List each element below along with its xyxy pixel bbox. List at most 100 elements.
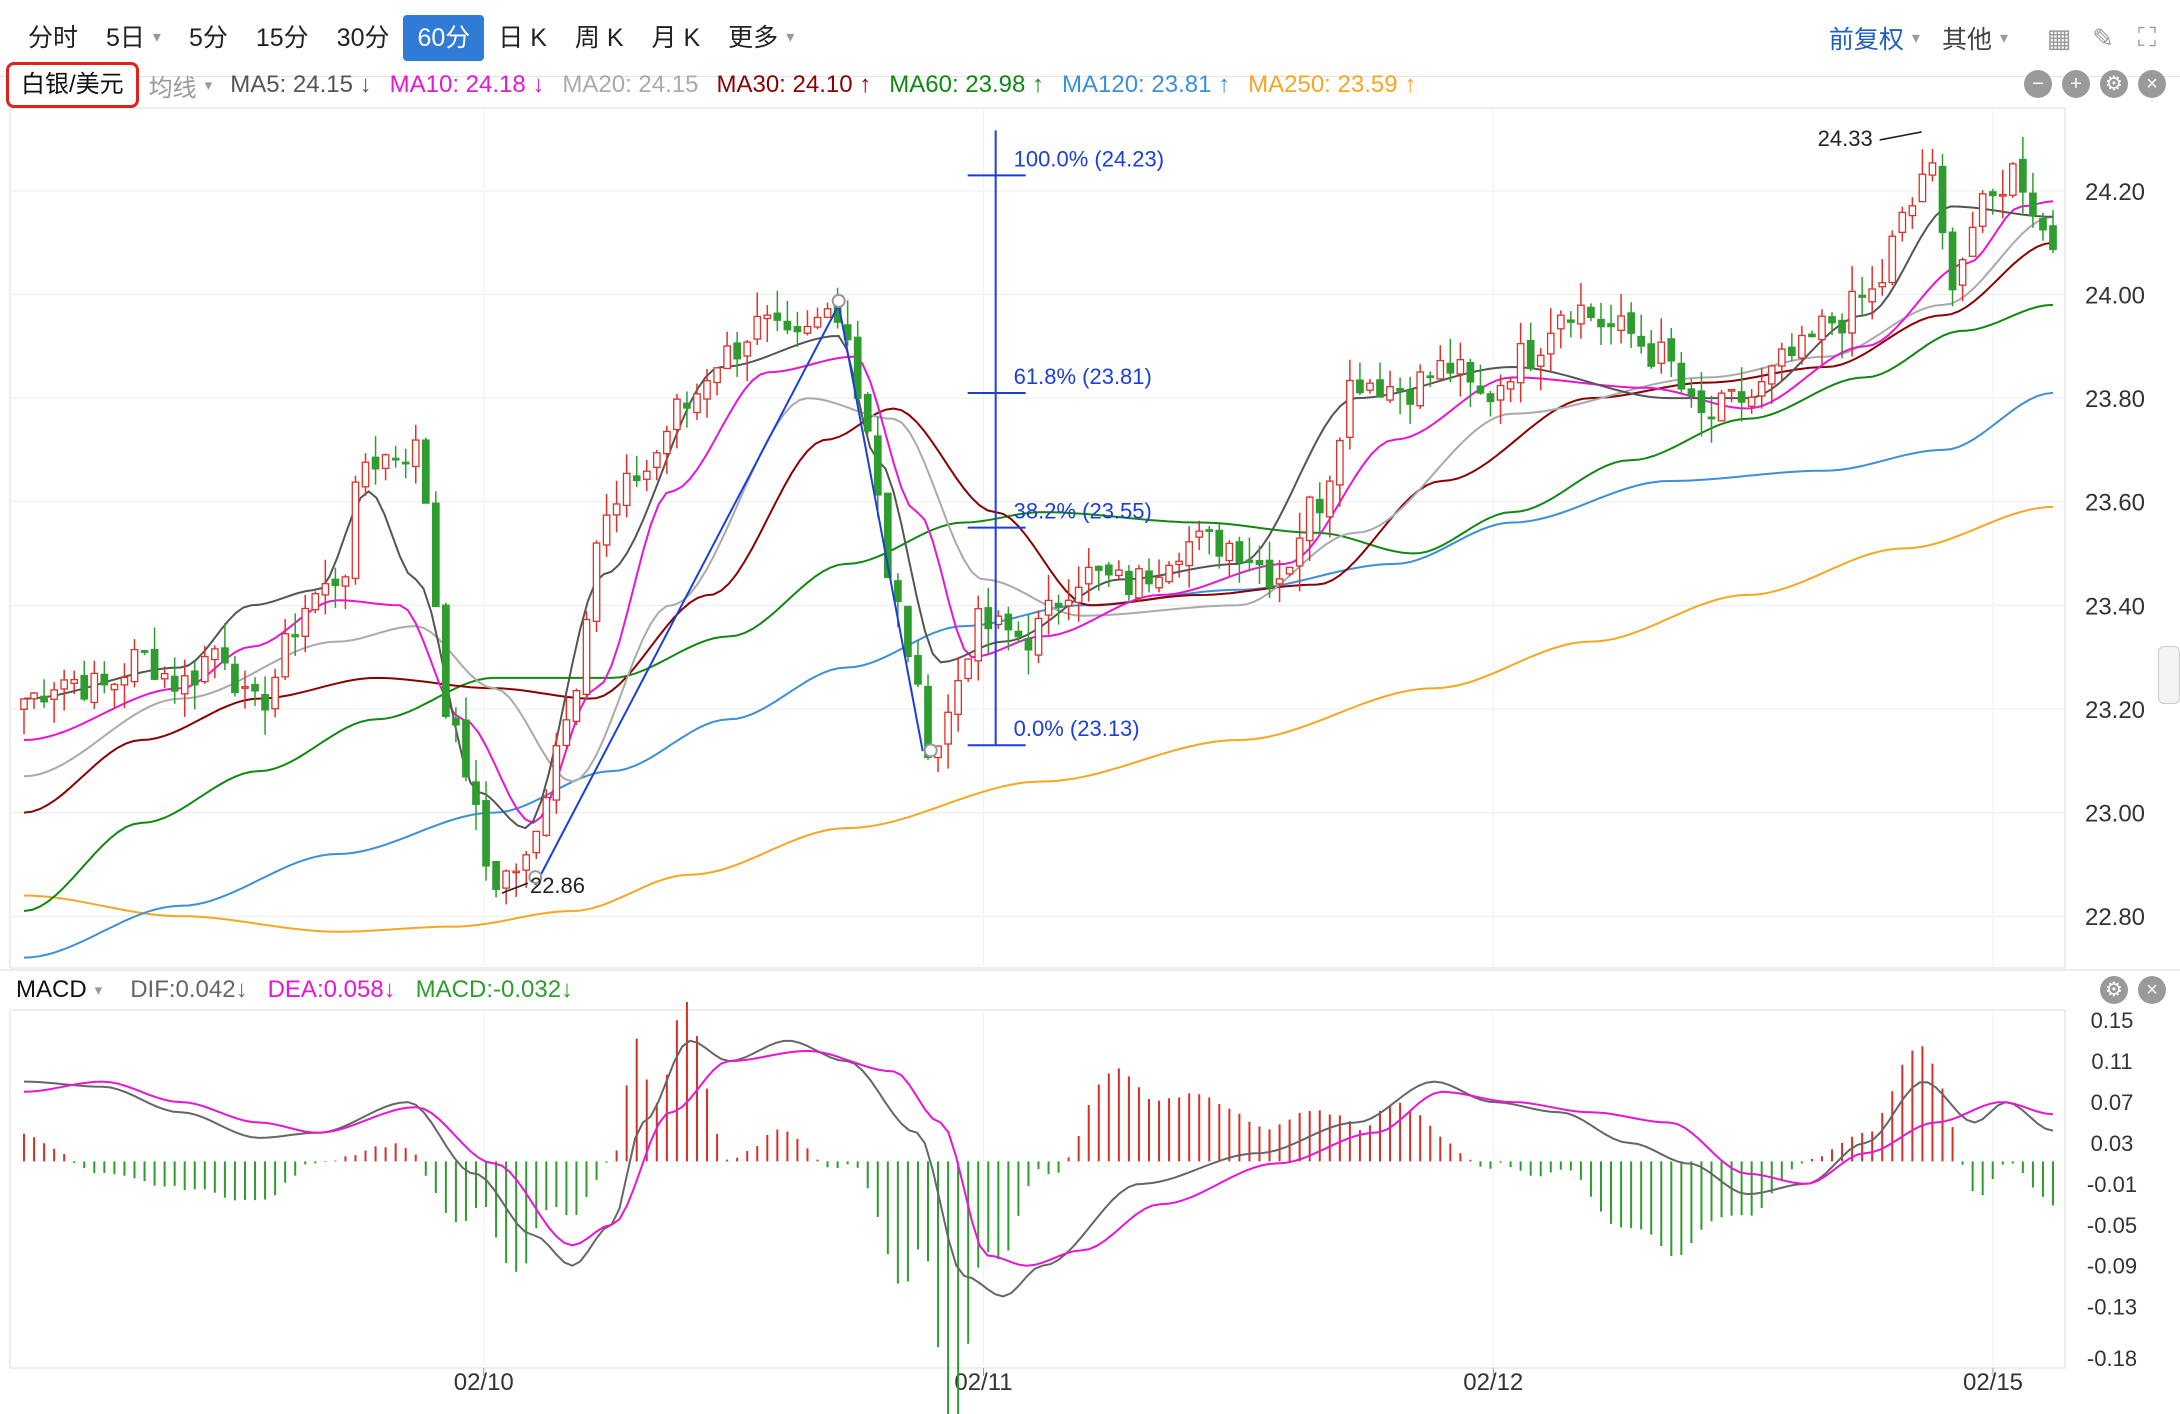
candle-body: [1074, 586, 1083, 604]
candle-body: [1094, 565, 1103, 571]
tab-4[interactable]: 30分: [323, 15, 404, 61]
macd-tick-label: -0.09: [2087, 1254, 2137, 1279]
other-label: 其他: [1941, 26, 1992, 54]
candle-body: [492, 860, 500, 890]
close-icon[interactable]: ×: [2138, 976, 2166, 1004]
tab-3[interactable]: 15分: [242, 15, 323, 61]
candle-body: [823, 308, 832, 318]
pen-icon[interactable]: ✎: [2092, 22, 2114, 53]
candle-body: [1767, 365, 1776, 385]
candle-body: [411, 439, 420, 468]
macd-tick-label: -0.13: [2087, 1295, 2137, 1320]
tab-label: 月 K: [651, 24, 701, 52]
candle-body: [1014, 630, 1023, 638]
candle-body: [703, 380, 711, 400]
gear-icon[interactable]: ⚙: [2100, 70, 2128, 98]
candle-body: [1024, 637, 1033, 651]
candle-body: [100, 673, 109, 686]
candle-body: [140, 650, 149, 653]
candle-body: [1436, 359, 1445, 380]
plus-icon[interactable]: +: [2062, 70, 2090, 98]
tab-6[interactable]: 日 K: [484, 15, 561, 61]
tab-7[interactable]: 周 K: [561, 15, 638, 61]
candle-body: [632, 475, 641, 482]
candle-body: [904, 605, 912, 658]
macd-line-dif: [23, 1039, 2054, 1298]
candle-body: [572, 690, 581, 723]
macd-tick-label: 0.03: [2091, 1131, 2134, 1156]
tab-label: 日 K: [498, 24, 547, 52]
candle-body: [452, 717, 460, 726]
candle-body: [421, 439, 430, 504]
tab-0[interactable]: 分时: [14, 15, 92, 61]
candle-body: [321, 583, 330, 596]
candle-body: [1366, 382, 1374, 391]
close-icon[interactable]: ×: [2138, 70, 2166, 98]
other-dropdown[interactable]: 其他 ▾: [1942, 20, 2008, 56]
candle-body: [301, 607, 310, 638]
candle-body: [90, 672, 99, 704]
candle-body: [1898, 211, 1907, 233]
tab-9[interactable]: 更多 ▾: [714, 15, 808, 61]
candle-body: [602, 514, 611, 546]
minus-icon[interactable]: −: [2024, 70, 2052, 98]
legend-item: DIF:0.042↓: [130, 976, 248, 1003]
candle-body: [331, 578, 340, 587]
candle-body: [1707, 416, 1716, 420]
candle-body: [1044, 599, 1053, 616]
candle-body: [582, 618, 591, 695]
ma-legend: 白银/美元 均线 ▾ MA5: 24.15 ↓ MA10: 24.18 ↓ MA20:…: [0, 62, 1416, 108]
scroll-handle[interactable]: [2158, 646, 2180, 704]
legend-item: MA10: 24.18 ↓: [389, 71, 545, 98]
candle-body: [1657, 341, 1666, 364]
candle-body: [1948, 231, 1957, 291]
candle-body: [1988, 191, 1997, 197]
macd-indicator-label[interactable]: MACD: [16, 976, 87, 1003]
tab-1[interactable]: 5日 ▾: [92, 15, 175, 61]
candle-body: [783, 320, 792, 331]
trend-line: [534, 304, 840, 886]
main-plot-frame: [9, 107, 2066, 969]
candle-body: [562, 719, 571, 747]
candle-body: [803, 325, 812, 334]
price-tick-label: 24.20: [2085, 179, 2145, 206]
tab-2[interactable]: 5分: [175, 15, 242, 61]
candle-body: [723, 345, 731, 370]
ma-values: MA5: 24.15 ↓ MA10: 24.18 ↓ MA20: 24.15 MA30…: [212, 71, 1416, 99]
candle-body: [1416, 371, 1425, 407]
price-tick-label: 23.00: [2085, 801, 2145, 828]
fullscreen-icon[interactable]: ⛶: [2137, 22, 2157, 52]
adjust-dropdown[interactable]: 前复权 ▾: [1829, 20, 1920, 56]
legend-item: DEA:0.058↓: [267, 976, 396, 1003]
chevron-down-icon[interactable]: ▾: [94, 982, 103, 999]
macd-plot-frame: [9, 1009, 2066, 1369]
macd-tick-label: -0.05: [2087, 1213, 2137, 1238]
candle-body: [60, 679, 69, 690]
macd-tick-label: -0.18: [2087, 1346, 2137, 1371]
candle-body: [873, 435, 882, 496]
candle-body: [231, 663, 239, 694]
candle-body: [1295, 537, 1304, 567]
macd-line-dea: [23, 1049, 2054, 1267]
candle-body: [1617, 315, 1625, 332]
ma-type-label: 均线: [148, 74, 197, 102]
candle-body: [1848, 290, 1856, 334]
symbol-label[interactable]: 白银/美元: [6, 62, 139, 108]
candle-body: [80, 674, 89, 700]
candle-body: [1476, 385, 1485, 394]
candle-body: [1155, 576, 1163, 589]
candle-body: [1818, 315, 1826, 341]
candle-body: [1115, 569, 1123, 577]
tab-8[interactable]: 月 K: [638, 15, 715, 61]
tab-5[interactable]: 60分: [403, 15, 485, 61]
candle-body: [1627, 312, 1635, 334]
candle-body: [733, 342, 742, 360]
candle-body: [1556, 314, 1565, 330]
trend-line: [837, 304, 924, 752]
gear-icon[interactable]: ⚙: [2100, 976, 2128, 1004]
candle-body: [1064, 599, 1073, 607]
grid-icon[interactable]: ▦: [2046, 22, 2072, 53]
ma-type-dropdown[interactable]: 均线 ▾: [149, 68, 213, 103]
macd-controls: ⚙ ×: [2090, 976, 2166, 1004]
